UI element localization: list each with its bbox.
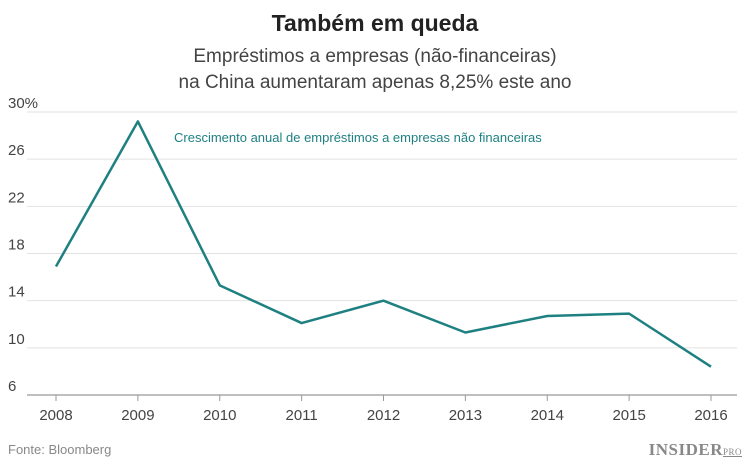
logo-main: INSIDER — [648, 440, 723, 459]
insider-pro-logo: INSIDERPRO — [649, 440, 742, 460]
x-tick-label: 2011 — [285, 407, 317, 424]
chart-title: Também em queda — [271, 10, 479, 36]
series-line — [54, 120, 712, 368]
x-tick-label: 2013 — [449, 407, 482, 424]
chart-subtitle: Empréstimos a empresas (não-financeiras)… — [0, 44, 750, 96]
x-tick-label: 2014 — [531, 407, 564, 424]
x-tick-label: 2010 — [203, 407, 236, 424]
y-tick-label: 10 — [8, 331, 25, 348]
x-tick-label: 2009 — [121, 407, 154, 424]
subtitle-line-1: Empréstimos a empresas (não-financeiras) — [193, 46, 557, 67]
source-note: Fonte: Bloomberg — [8, 442, 112, 457]
y-tick-label: 6 — [8, 378, 16, 395]
x-tick-label: 2008 — [39, 407, 72, 424]
y-tick-label: 18 — [8, 237, 25, 254]
logo-suffix: PRO — [722, 447, 742, 457]
x-tick-label: 2012 — [367, 407, 400, 424]
x-tick-label: 2015 — [612, 407, 645, 424]
x-tick-label: 2016 — [694, 407, 727, 424]
y-tick-label: 30% — [8, 95, 38, 112]
y-tick-label: 22 — [8, 189, 25, 206]
y-tick-label: 26 — [8, 142, 25, 159]
subtitle-line-2: na China aumentaram apenas 8,25% este an… — [178, 72, 572, 93]
series-label: Crescimento anual de empréstimos a empre… — [174, 130, 542, 145]
y-tick-label: 14 — [8, 284, 25, 301]
